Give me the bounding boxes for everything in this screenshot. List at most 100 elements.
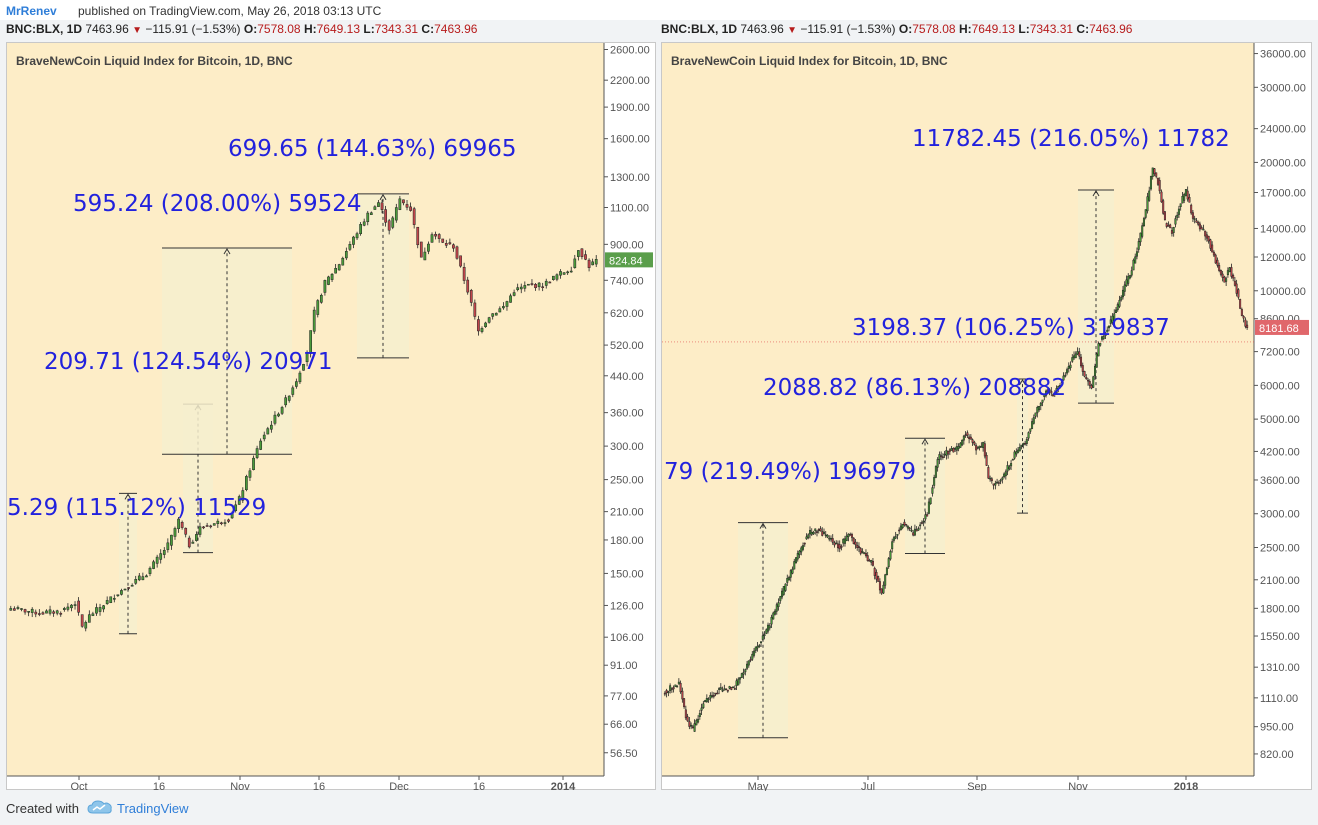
tradingview-link[interactable]: TradingView: [117, 801, 189, 816]
open-value: 7578.08: [257, 22, 301, 36]
candle: [892, 535, 895, 543]
candle: [793, 558, 796, 570]
down-arrow-icon: ▼: [132, 25, 142, 36]
measure-annotations: [738, 189, 1114, 739]
candle: [223, 519, 227, 527]
candle: [1204, 230, 1207, 241]
y-tick-label: 5000.00: [1260, 414, 1300, 426]
y-tick-label: 14000.00: [1260, 223, 1306, 235]
candle-body: [66, 606, 70, 610]
tradingview-cloud-icon[interactable]: [87, 799, 113, 815]
candle-body: [821, 531, 824, 536]
candle-body: [512, 292, 516, 296]
candle-body: [170, 534, 173, 546]
chart-title: BraveNewCoin Liquid Index for Bitcoin, 1…: [16, 54, 293, 68]
candle: [255, 445, 259, 460]
candle-body: [1102, 336, 1105, 339]
candle: [795, 556, 798, 564]
candle-body: [509, 295, 512, 303]
candle: [309, 330, 312, 358]
candle-body: [241, 490, 245, 501]
candle: [384, 205, 387, 227]
candle-body: [859, 548, 862, 554]
candle-body: [316, 300, 320, 315]
measure-range-box: [738, 522, 788, 738]
candle-body: [941, 456, 944, 459]
candle-body: [1099, 342, 1102, 346]
candle: [959, 442, 962, 448]
candle: [705, 694, 708, 703]
candle-body: [880, 588, 883, 594]
candle-body: [815, 531, 818, 533]
candle-body: [894, 536, 897, 539]
candle: [419, 241, 423, 258]
candle-body: [1135, 251, 1138, 257]
candle-body: [1052, 394, 1055, 397]
candle: [850, 532, 853, 542]
candle: [749, 656, 752, 663]
candle: [359, 222, 362, 236]
x-tick-label: Jul: [861, 781, 875, 791]
candle: [857, 542, 860, 553]
candle-body: [587, 259, 591, 268]
candle: [683, 697, 686, 709]
candle-body: [697, 718, 700, 723]
candle-body: [377, 202, 380, 207]
candle: [663, 691, 666, 697]
candle: [1004, 469, 1007, 480]
candle-body: [591, 261, 595, 266]
candle-body: [1097, 343, 1100, 357]
candle-body: [537, 282, 541, 288]
candle: [1011, 458, 1014, 461]
candle-body: [259, 440, 263, 450]
candle: [751, 651, 754, 661]
price-chart-left[interactable]: BraveNewCoin Liquid Index for Bitcoin, 1…: [7, 43, 657, 791]
candle-body: [964, 434, 967, 437]
candle: [1240, 307, 1243, 317]
candle-body: [130, 585, 134, 587]
candle: [1169, 223, 1172, 229]
candle: [777, 598, 780, 611]
candle-body: [37, 613, 41, 615]
candle-body: [756, 645, 759, 649]
candle-body: [910, 529, 913, 532]
candle: [926, 512, 929, 517]
candle-body: [945, 450, 948, 456]
candle-body: [1193, 218, 1196, 220]
candle-body: [1226, 270, 1229, 276]
candle-body: [681, 690, 684, 700]
candle: [12, 606, 16, 611]
price-chart-right[interactable]: BraveNewCoin Liquid Index for Bitcoin, 1…: [662, 43, 1313, 791]
candle: [1209, 238, 1212, 251]
candle-body: [423, 251, 427, 261]
author-link[interactable]: MrRenev: [6, 4, 57, 18]
candle: [1218, 262, 1221, 273]
candle-body: [1055, 388, 1058, 394]
candle-body: [796, 553, 799, 560]
candle: [262, 431, 266, 442]
candle: [1132, 258, 1135, 271]
candle: [584, 250, 587, 261]
candle-body: [541, 286, 545, 288]
candle: [889, 549, 892, 561]
x-tick-label: 2018: [1174, 781, 1198, 791]
candle-body: [1104, 334, 1107, 336]
candle: [227, 518, 230, 523]
candle: [835, 540, 838, 545]
chart-panel-left[interactable]: BraveNewCoin Liquid Index for Bitcoin, 1…: [6, 42, 657, 791]
candle-body: [55, 610, 59, 614]
candle: [775, 602, 778, 615]
chart-panel-right[interactable]: BraveNewCoin Liquid Index for Bitcoin, 1…: [661, 42, 1313, 791]
price-change: −115.91 (−1.53%): [800, 22, 896, 36]
candle-body: [877, 576, 880, 582]
candle-body: [747, 660, 750, 666]
measure-range-box: [119, 493, 137, 634]
candle: [566, 270, 570, 275]
candle: [230, 511, 234, 519]
candle-body: [234, 504, 238, 511]
candle: [997, 480, 1000, 487]
candle: [770, 614, 773, 628]
candle: [298, 370, 302, 384]
candle: [697, 715, 700, 724]
candle-body: [245, 476, 248, 491]
